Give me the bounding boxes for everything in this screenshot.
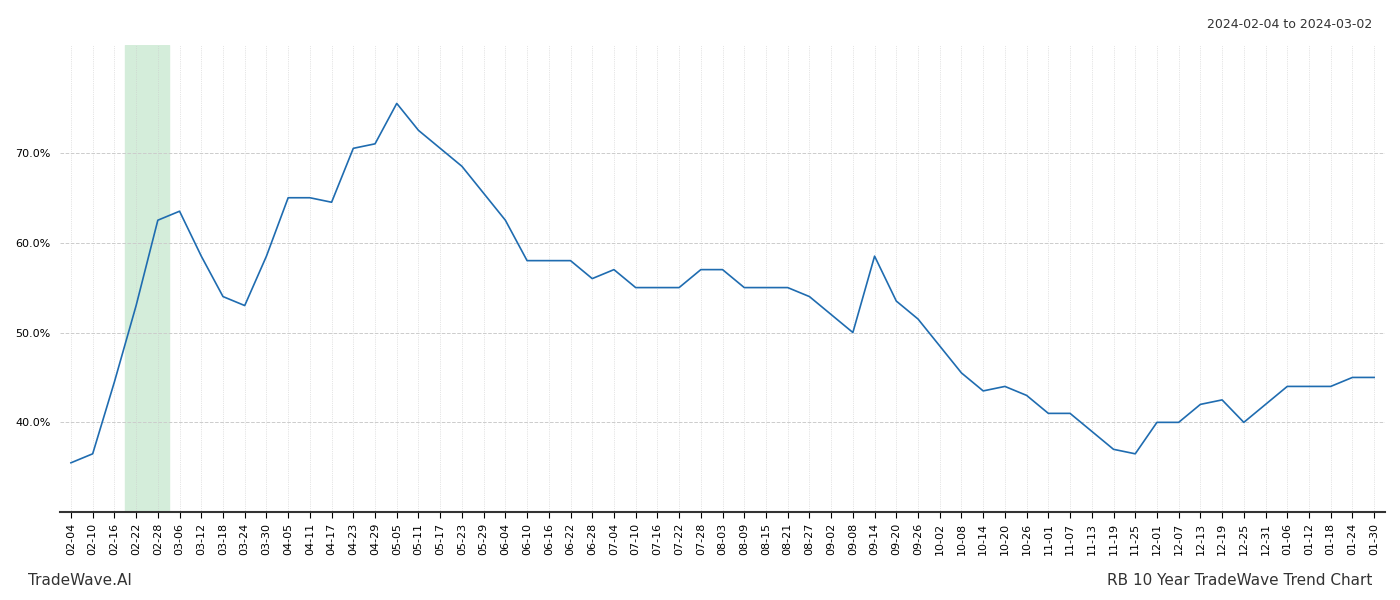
Bar [125, 45, 168, 512]
Text: RB 10 Year TradeWave Trend Chart: RB 10 Year TradeWave Trend Chart [1106, 573, 1372, 588]
Text: 2024-02-04 to 2024-03-02: 2024-02-04 to 2024-03-02 [1207, 18, 1372, 31]
Text: TradeWave.AI: TradeWave.AI [28, 573, 132, 588]
